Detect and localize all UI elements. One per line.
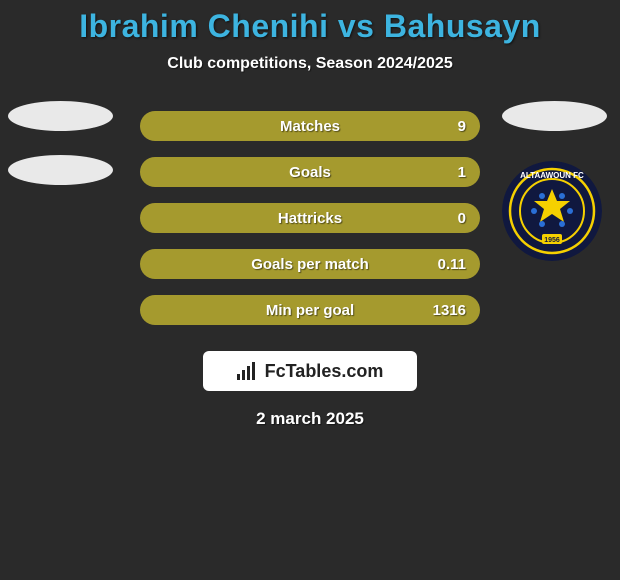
stat-row-gpm: Goals per match 0.11 — [140, 249, 480, 279]
left-player-col — [8, 101, 118, 209]
club-badge-icon: ALTAAWOUN FC 1956 — [502, 161, 602, 261]
stat-rows: Matches 9 Goals 1 Hattricks 0 Goals per … — [140, 111, 480, 341]
stat-label: Min per goal — [266, 302, 354, 319]
stat-value-right: 0.11 — [438, 256, 466, 273]
branding-text: FcTables.com — [265, 361, 384, 382]
stat-row-hattricks: Hattricks 0 — [140, 203, 480, 233]
stat-row-matches: Matches 9 — [140, 111, 480, 141]
stat-value-right: 1 — [458, 164, 466, 181]
left-placeholder-1 — [8, 101, 113, 131]
stat-label: Goals per match — [251, 256, 369, 273]
right-player-col: ALTAAWOUN FC 1956 — [502, 101, 612, 261]
bars-icon — [237, 362, 259, 380]
svg-text:1956: 1956 — [544, 237, 560, 244]
subtitle: Club competitions, Season 2024/2025 — [0, 55, 620, 73]
page-title: Ibrahim Chenihi vs Bahusayn — [0, 8, 620, 45]
stat-row-mpg: Min per goal 1316 — [140, 295, 480, 325]
right-placeholder-1 — [502, 101, 607, 131]
stat-label: Goals — [289, 164, 331, 181]
branding-badge: FcTables.com — [203, 351, 417, 391]
svg-text:ALTAAWOUN FC: ALTAAWOUN FC — [520, 171, 584, 180]
stat-value-right: 0 — [458, 210, 466, 227]
stat-label: Hattricks — [278, 210, 342, 227]
stat-value-right: 1316 — [433, 302, 466, 319]
stats-card: Ibrahim Chenihi vs Bahusayn Club competi… — [0, 0, 620, 580]
stat-row-goals: Goals 1 — [140, 157, 480, 187]
stat-label: Matches — [280, 118, 340, 135]
date-text: 2 march 2025 — [0, 409, 620, 429]
stat-value-right: 9 — [458, 118, 466, 135]
club-badge: ALTAAWOUN FC 1956 — [502, 161, 602, 261]
comparison-area: Matches 9 Goals 1 Hattricks 0 Goals per … — [0, 111, 620, 331]
left-placeholder-2 — [8, 155, 113, 185]
